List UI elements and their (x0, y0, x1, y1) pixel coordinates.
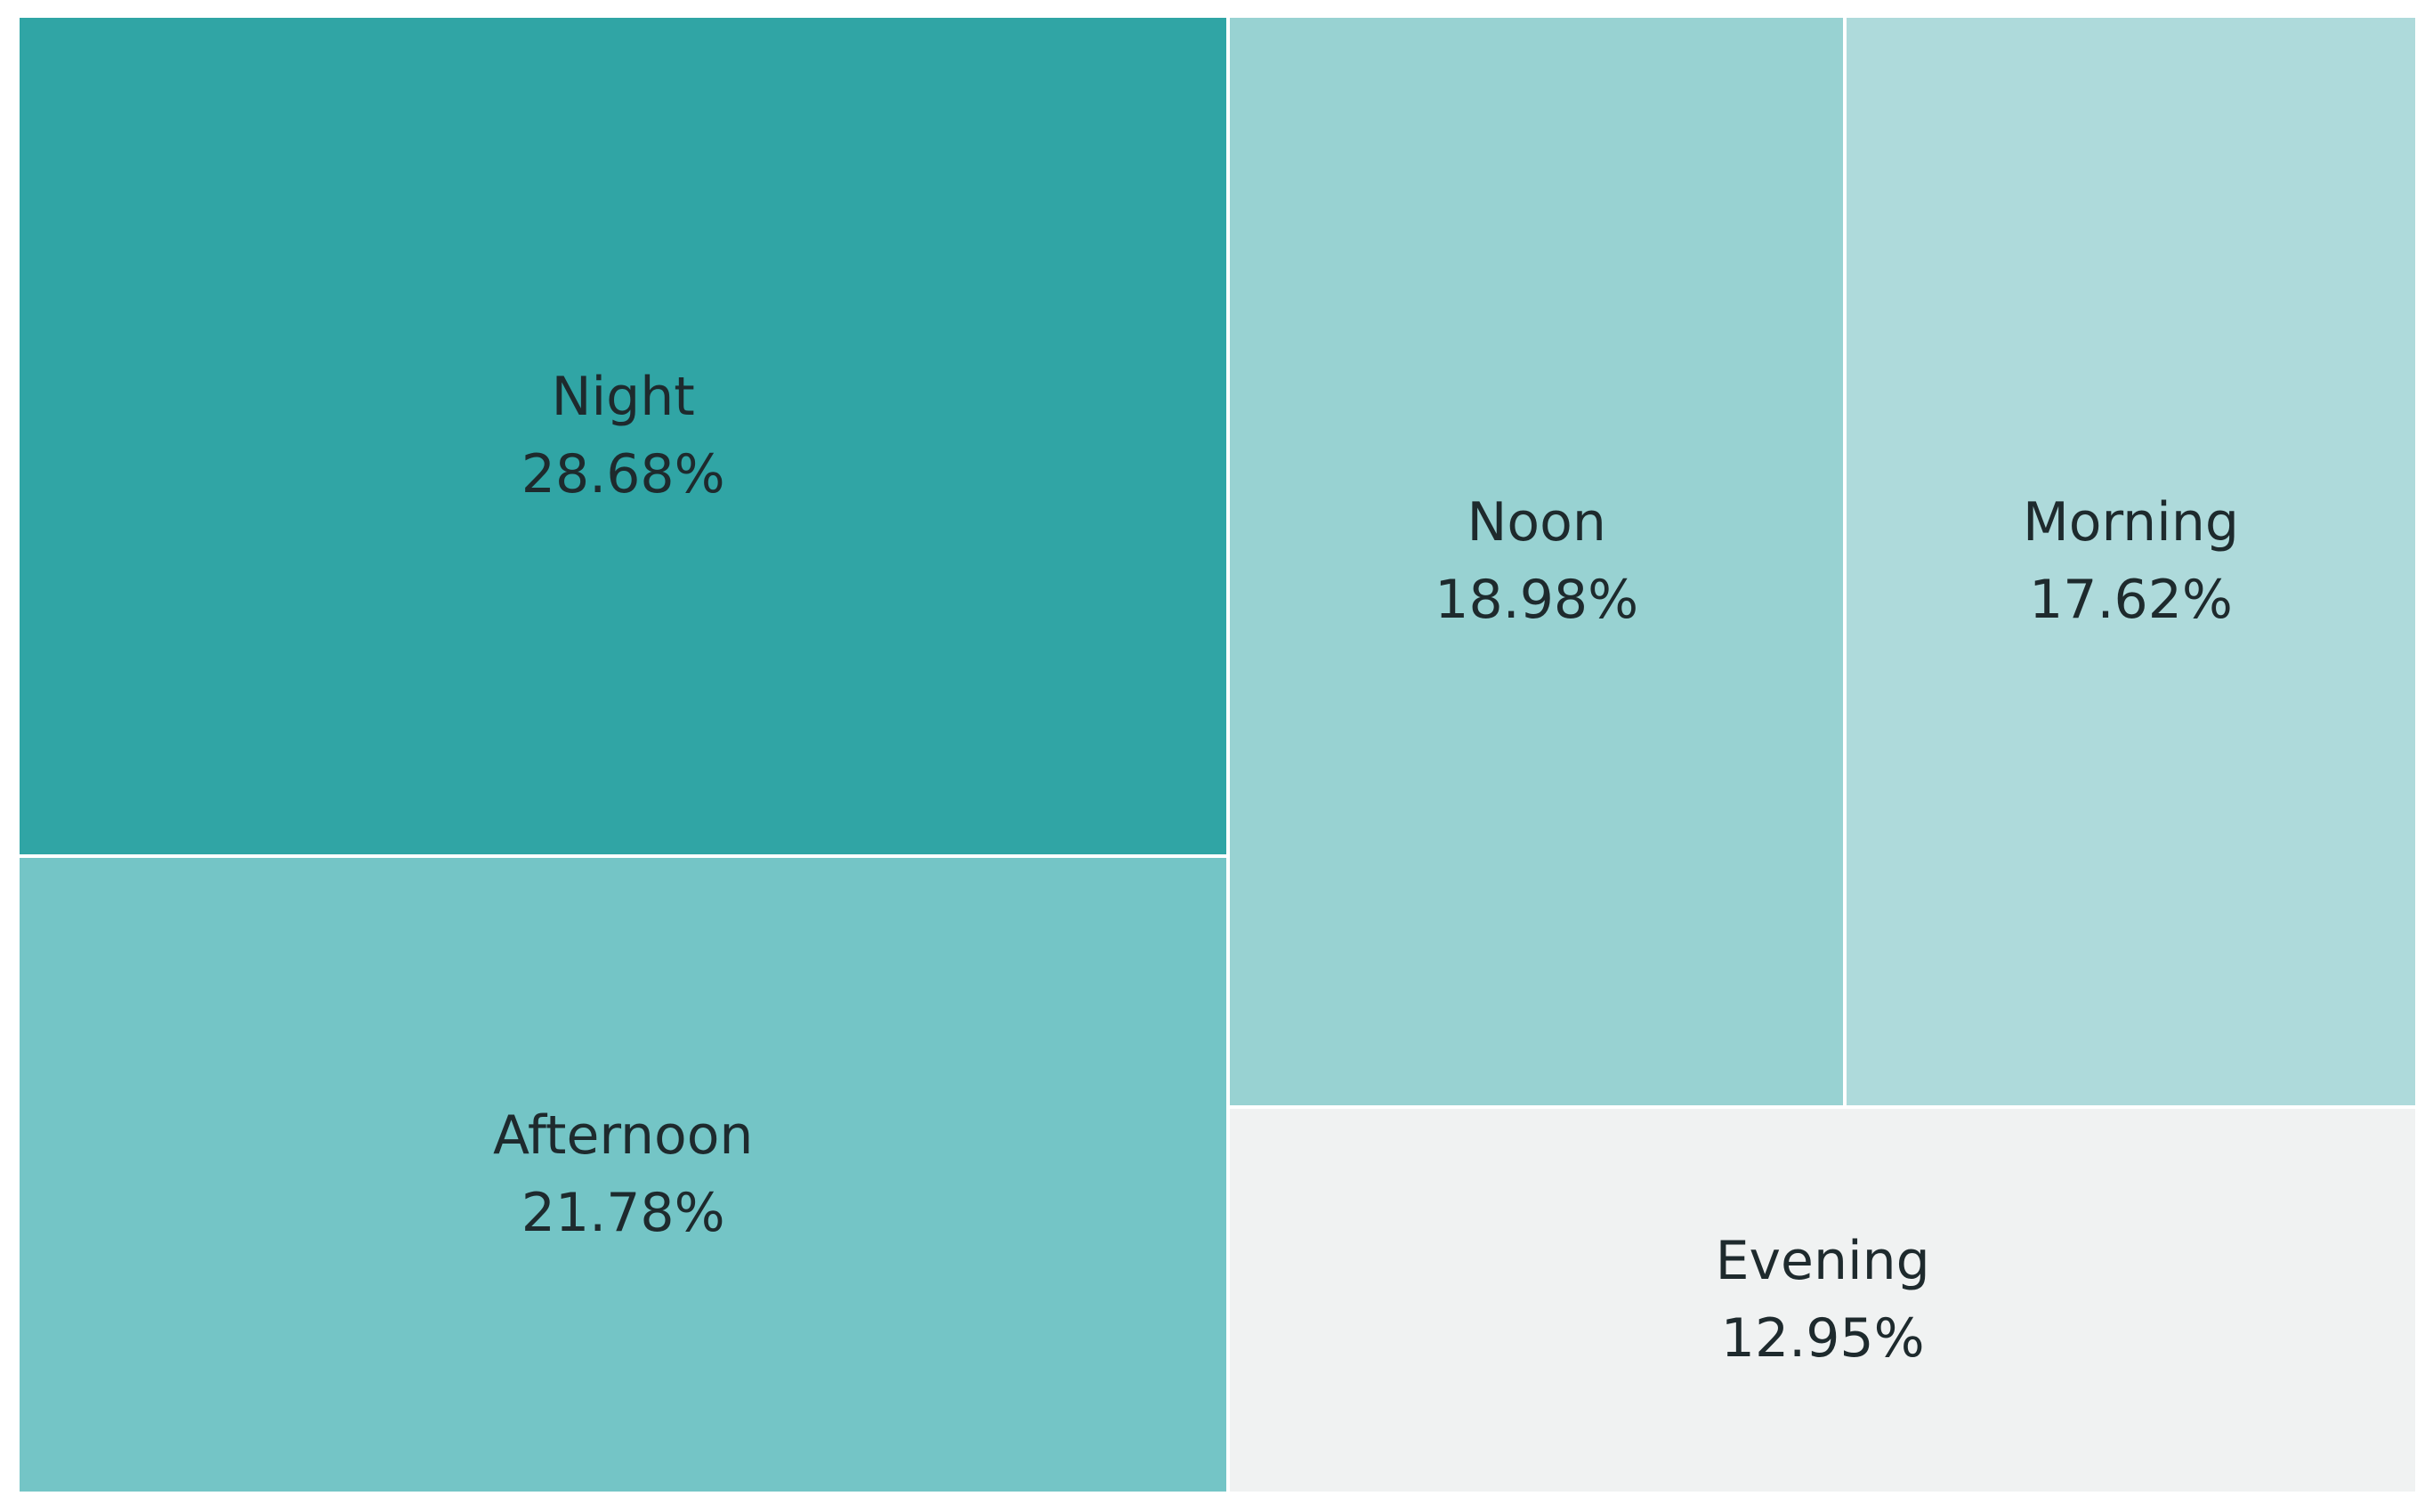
treemap-cell-noon[interactable]: Noon 18.98% (1228, 16, 1845, 1108)
cell-category-label: Evening (1715, 1230, 1930, 1293)
cell-category-label: Night (551, 365, 695, 428)
treemap-cell-evening[interactable]: Evening 12.95% (1228, 1107, 2417, 1493)
treemap-cell-night[interactable]: Night 28.68% (18, 16, 1229, 856)
cell-label-block: Morning 17.62% (2023, 484, 2239, 639)
cell-category-label: Morning (2023, 491, 2239, 554)
cell-label-block: Noon 18.98% (1435, 484, 1638, 639)
cell-category-label: Noon (1467, 491, 1606, 554)
treemap-cell-morning[interactable]: Morning 17.62% (1845, 16, 2417, 1108)
treemap-plot-area: Night 28.68% Afternoon 21.78% Noon 18.98… (18, 16, 2417, 1493)
cell-percent-label: 17.62% (2029, 569, 2233, 632)
cell-percent-label: 28.68% (521, 442, 725, 505)
cell-percent-label: 21.78% (521, 1181, 725, 1244)
cell-label-block: Evening 12.95% (1716, 1223, 1930, 1378)
cell-percent-label: 12.95% (1720, 1307, 1925, 1371)
cell-label-block: Afternoon 21.78% (493, 1097, 754, 1252)
treemap-cell-afternoon[interactable]: Afternoon 21.78% (18, 855, 1229, 1493)
cell-label-block: Night 28.68% (521, 359, 725, 513)
cell-category-label: Afternoon (492, 1104, 754, 1167)
cell-percent-label: 18.98% (1435, 569, 1639, 632)
